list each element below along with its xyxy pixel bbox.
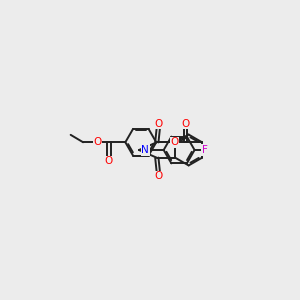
Text: N: N: [141, 145, 149, 155]
Text: O: O: [170, 137, 178, 147]
Text: O: O: [105, 156, 113, 166]
Text: O: O: [154, 118, 162, 128]
Text: O: O: [154, 172, 162, 182]
Text: O: O: [94, 137, 102, 147]
Text: F: F: [202, 145, 208, 155]
Text: O: O: [182, 118, 190, 128]
